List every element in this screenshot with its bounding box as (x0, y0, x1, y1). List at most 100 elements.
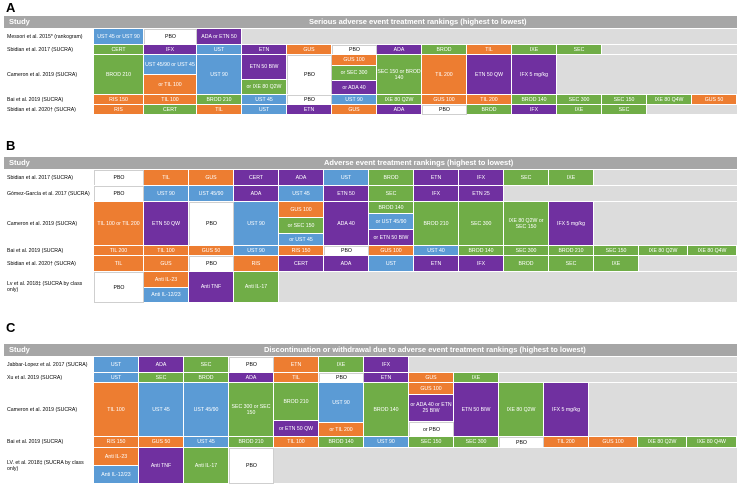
rank-cell: GUS (144, 256, 189, 272)
study-header: Study (9, 17, 30, 26)
rank-cell: ETN 50 (324, 186, 369, 202)
rank-cell: PBO (229, 357, 274, 373)
study-name: Jabbar-Lopez et al. 2017 (SUCRA) (4, 357, 94, 372)
table-row: Bai et al. 2019 (SUCRA) TIL 200 TIL 100 … (4, 245, 737, 256)
study-name: Sbidian et al. 2017 (SUCRA) (4, 170, 94, 185)
rank-cell: or ETN 50 BIW (369, 230, 414, 246)
study-name: Bai et al. 2019 (SUCRA) (4, 95, 94, 104)
panel-letter-a: A (6, 0, 16, 15)
rank-cell: IFX 5 mg/kg (544, 383, 589, 437)
rank-cell: SEC (184, 357, 229, 373)
rank-cell: PBO (94, 186, 144, 202)
rank-cell: IXE 80 Q2W or SEC 150 (504, 202, 549, 246)
rank-cell: or SEC 300 (332, 66, 377, 81)
study-name: Bai et al. 2019 (SUCRA) (4, 246, 94, 255)
study-name: Xu et al. 2019 (SUCRA) (4, 373, 94, 382)
study-name: LV. et al. 2018‡ (SUCRA by class only) (4, 448, 94, 483)
table-row: Bai et al. 2019 (SUCRA) RIS 150 GUS 50 U… (4, 436, 737, 448)
study-name: Gómez-García et al. 2017 (SUCRA) (4, 186, 94, 201)
table-row: Cameron et al. 2019 (SUCRA) TIL 100 or T… (4, 201, 737, 246)
study-name: Lv et al. 2018‡ (SUCRA by class only) (4, 272, 94, 302)
rank-cell: BROD (504, 256, 549, 272)
rank-cell: IXE (594, 256, 639, 272)
rank-cell: UST (369, 256, 414, 272)
study-name: Messori et al. 2015* (rankogram) (4, 29, 94, 44)
rank-cell: UST 45 (279, 186, 324, 202)
rank-cell: PBO (144, 29, 197, 45)
rank-cell: UST (324, 170, 369, 186)
rank-cell: UST 45 or UST 90 (94, 29, 144, 45)
rank-cell: PBO (229, 448, 274, 484)
rank-cell: or ETN 50 QW (274, 421, 319, 437)
rank-cell: or TIL 200 (319, 423, 364, 437)
rank-cell: or ADA 40 (332, 81, 377, 95)
rank-cell: BROD 210 (414, 202, 459, 246)
table-row: Cameron et al. 2019 (SUCRA) TIL 100 UST … (4, 382, 737, 437)
rank-cell: ETN 25 (459, 186, 504, 202)
table-row: Xu et al. 2019 (SUCRA) UST SEC BROD ADA … (4, 372, 737, 383)
rank-cell: TIL 100 (94, 383, 139, 437)
rank-cell: SEC 150 or BROD 140 (377, 55, 422, 95)
study-header: Study (9, 345, 30, 354)
rank-cell: IFX (512, 105, 557, 115)
rank-cell: IFX (459, 256, 504, 272)
rank-cell: ADA (377, 105, 422, 115)
rank-cell: BROD 140 (369, 202, 414, 214)
rank-cell: PBO (94, 170, 144, 186)
rank-cell: ETN 50 QW (144, 202, 189, 246)
rank-cell: TIL 100 or TIL 200 (94, 202, 144, 246)
rank-cell: ADA (324, 256, 369, 272)
table-row: Gómez-García et al. 2017 (SUCRA) PBO UST… (4, 185, 737, 202)
rank-cell: Anti TNF (189, 272, 234, 303)
rank-cell: UST 45/90 (189, 186, 234, 202)
rank-cell: RIS (234, 256, 279, 272)
rank-cell: TIL (144, 170, 189, 186)
rank-cell: BROD 210 (274, 383, 319, 421)
table-row: Sbidian et al. 2017 (SUCRA) PBO TIL GUS … (4, 169, 737, 186)
rank-cell: PBO (422, 105, 467, 115)
study-name: Cameron et al. 2019 (SUCRA) (4, 202, 94, 245)
rank-cell: or ADA 40 or ETN 25 BIW (409, 395, 454, 422)
study-name: Sbidian et al. 2020† (SUCRA) (4, 105, 94, 114)
rank-cell: ADA or ETN 50 (197, 29, 242, 45)
rank-cell: UST 90 (197, 55, 242, 95)
rank-cell: Anti IL-17 (184, 448, 229, 484)
panel-a-title: Serious adverse event treatment rankings… (309, 17, 527, 26)
table-row: Messori et al. 2015* (rankogram) UST 45 … (4, 28, 737, 45)
rank-cell: ADA (139, 357, 184, 373)
rank-cell: PBO (94, 272, 144, 303)
rank-cell: TIL 200 (422, 55, 467, 95)
table-row: LV. et al. 2018‡ (SUCRA by class only) A… (4, 447, 737, 484)
rank-cell: ADA (279, 170, 324, 186)
rank-cell: Anti IL-23 (144, 272, 189, 288)
rank-cell: CERT (234, 170, 279, 186)
rank-cell: or SEC 150 (279, 218, 324, 234)
panel-c-header: Study Discontinuation or withdrawal due … (4, 344, 737, 356)
rank-cell: Anti IL-17 (234, 272, 279, 303)
rank-cell: Anti IL-23 (94, 448, 139, 466)
rank-cell: BROD (369, 170, 414, 186)
rank-cell: SEC 300 or SEC 150 (229, 383, 274, 437)
rank-cell: ETN (274, 357, 319, 373)
rank-cell: PBO (189, 202, 234, 246)
rank-cell: UST (94, 357, 139, 373)
rank-cell: Anti TNF (139, 448, 184, 484)
rank-cell: or IXE 80 Q2W (242, 80, 287, 95)
panel-b-header: Study Adverse event treatment rankings (… (4, 157, 737, 169)
rank-cell: PBO (287, 55, 332, 95)
rank-cell: Anti IL-12/23 (144, 288, 189, 303)
rank-cell: IFX 5 mg/kg (512, 55, 557, 95)
rank-cell: ETN (287, 105, 332, 115)
rank-cell: TIL (94, 256, 144, 272)
panel-letter-b: B (6, 138, 16, 153)
study-name: Bai et al. 2019 (SUCRA) (4, 437, 94, 447)
rank-cell: SEC (504, 170, 549, 186)
rank-cell: CERT (144, 105, 197, 115)
rank-cell: ADA (234, 186, 279, 202)
rank-cell: GUS 100 (409, 383, 454, 395)
rank-cell: ETN 50 BIW (242, 55, 287, 80)
study-name: Cameron et al. 2019 (SUCRA) (4, 383, 94, 436)
rank-cell: UST 45/90 (184, 383, 229, 437)
rank-cell: or UST 45/90 (369, 214, 414, 230)
rank-cell: SEC (549, 256, 594, 272)
